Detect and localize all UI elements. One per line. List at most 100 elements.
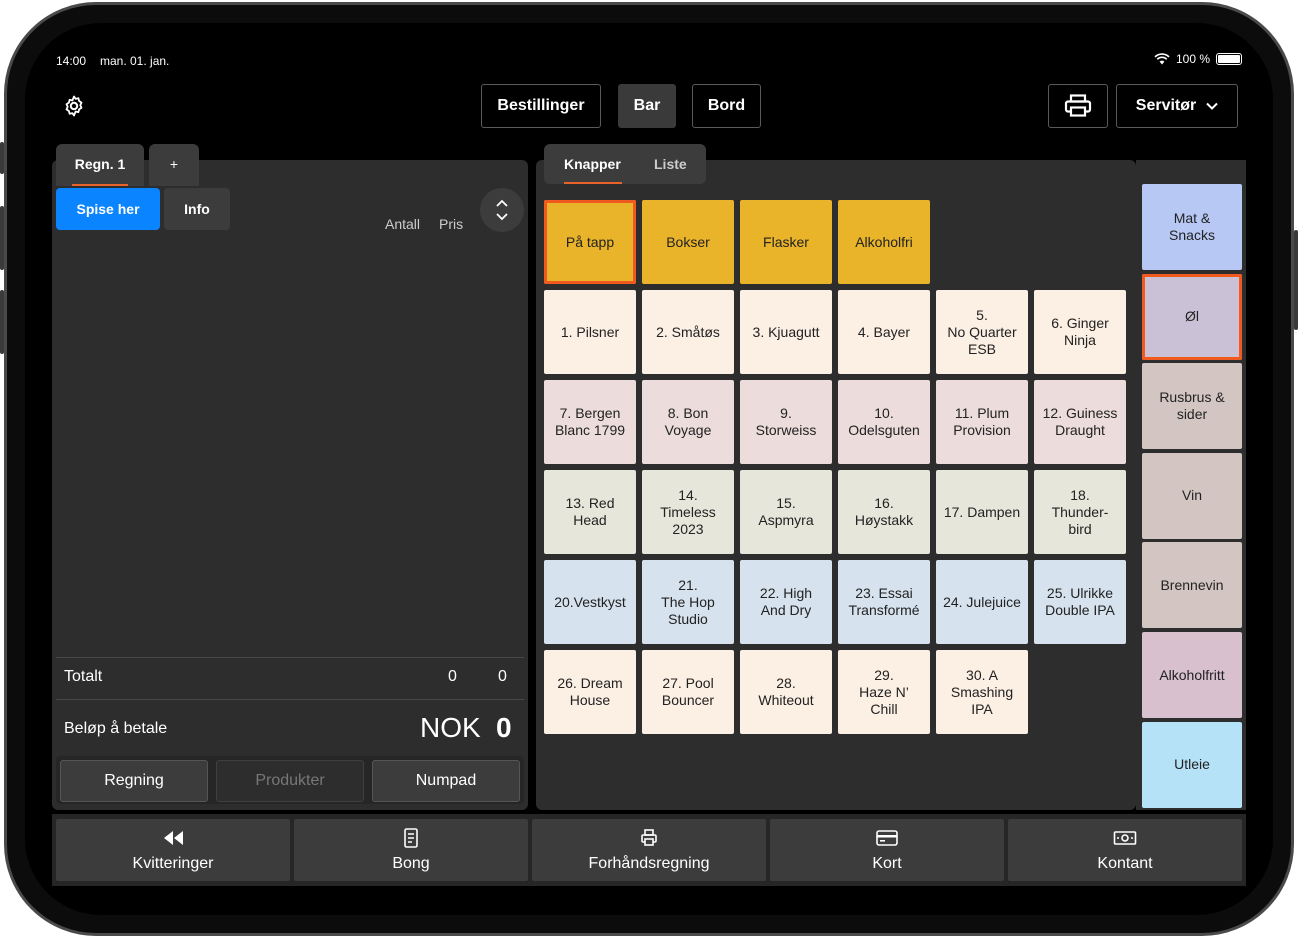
status-indicators: 100 % [1154,52,1242,66]
device-volume-down [0,290,4,354]
subcategory-button[interactable]: Flasker [740,200,832,284]
numpad-tab[interactable]: Numpad [372,760,520,802]
product-button[interactable]: 6. Ginger Ninja [1034,290,1126,374]
product-button[interactable]: 26. Dream House [544,650,636,734]
nav-bord[interactable]: Bord [692,84,761,128]
sort-chevrons-icon [496,199,508,221]
product-button[interactable]: 9. Storweiss [740,380,832,464]
product-button[interactable]: 1. Pilsner [544,290,636,374]
product-button[interactable]: 13. Red Head [544,470,636,554]
product-button[interactable]: 28. Whiteout [740,650,832,734]
device-side-button [0,142,4,174]
printer-icon [637,828,661,848]
amount-due-currency: NOK [420,712,481,743]
product-button[interactable]: 11. Plum Provision [936,380,1028,464]
product-button[interactable]: 25. Ulrikke Double IPA [1034,560,1126,644]
category-button[interactable]: Utleie [1142,721,1242,808]
product-button[interactable]: 22. High And Dry [740,560,832,644]
product-button[interactable]: 30. A Smashing IPA [936,650,1028,734]
info-button[interactable]: Info [164,188,230,230]
product-button[interactable]: 17. Dampen [936,470,1028,554]
amount-due-label: Beløp å betale [64,720,168,737]
add-bill-tab[interactable]: + [149,144,199,186]
product-button[interactable]: 10. Odelsguten [838,380,930,464]
nav-bestillinger[interactable]: Bestillinger [481,84,601,128]
product-button[interactable]: 8. Bon Voyage [642,380,734,464]
regning-tab[interactable]: Regning [60,760,208,802]
wifi-icon [1154,53,1170,65]
order-panel: Regn. 1 + Spise her Info Antall Pris Tot… [52,144,528,810]
product-button[interactable]: 5. No Quarter ESB [936,290,1028,374]
nav-bar[interactable]: Bar [618,84,676,128]
category-button[interactable]: Brennevin [1142,542,1242,629]
product-button[interactable]: 12. Guiness Draught [1034,380,1126,464]
card-icon [875,828,899,848]
product-button[interactable]: 21. The Hop Studio [642,560,734,644]
product-button[interactable]: 14. Timeless 2023 [642,470,734,554]
category-column: Mat & Snacks Øl Rusbrus & sider Vin Brennevi… [1136,160,1246,810]
product-button[interactable]: 3. Kjuagutt [740,290,832,374]
category-button[interactable]: Rusbrus & sider [1142,363,1242,450]
product-button[interactable]: 18. Thunder- bird [1034,470,1126,554]
action-button-kvitteringer[interactable]: Kvitteringer [56,819,290,881]
tab-liste[interactable]: Liste [654,156,687,172]
battery-icon [1216,53,1242,65]
category-button[interactable]: Vin [1142,452,1242,539]
product-button[interactable]: 20.Vestkyst [544,560,636,644]
printer-icon [1064,94,1092,117]
column-header-antall: Antall [385,216,421,232]
device-volume-up [0,206,4,270]
category-button[interactable]: Alkoholfritt [1142,632,1242,718]
category-button[interactable]: Mat & Snacks [1142,184,1242,270]
subcategory-button[interactable]: På tapp [544,200,636,284]
battery-percent: 100 % [1175,52,1210,66]
product-button[interactable]: 24. Julejuice [936,560,1028,644]
category-button[interactable]: Øl [1142,273,1242,360]
subcategory-button[interactable]: Alkoholfri [838,200,930,284]
action-button-bong[interactable]: Bong [294,819,528,881]
eat-here-button[interactable]: Spise her [56,188,160,230]
product-button[interactable]: 4. Bayer [838,290,930,374]
tab-regning-1-label: Regn. 1 [74,156,126,172]
order-bottom-tabs: Regning Produkter Numpad [56,756,524,804]
device-power-button [1294,230,1298,330]
receipt-icon [399,828,423,848]
product-panel: Knapper Liste På tapp Bokser Flasker Alkoho… [536,144,1136,810]
action-label: Kort [872,855,902,872]
total-quantity: 0 [448,668,457,685]
action-button-forhåndsregning[interactable]: Forhåndsregning [532,819,766,881]
tab-knapper[interactable]: Knapper [564,156,621,172]
app-screen: 14:00 man. 01. jan. 100 % Bestillinger B… [52,40,1246,886]
tab-active-indicator [564,182,622,184]
divider [56,699,524,700]
server-label: Servitør [1135,97,1197,114]
sort-button[interactable] [480,188,524,232]
action-label: Forhåndsregning [588,855,710,872]
action-label: Bong [392,855,430,872]
product-button[interactable]: 2. Småtøs [642,290,734,374]
tab-regning-1[interactable]: Regn. 1 [56,144,144,186]
rewind-icon [161,828,185,848]
product-button[interactable]: 27. Pool Bouncer [642,650,734,734]
product-button[interactable]: 15. Aspmyra [740,470,832,554]
product-button[interactable]: 7. Bergen Blanc 1799 [544,380,636,464]
product-button[interactable]: 29. Haze N’ Chill [838,650,930,734]
server-dropdown[interactable]: Servitør [1116,84,1238,128]
subcategory-button[interactable]: Bokser [642,200,734,284]
product-button[interactable]: 16. Høystakk [838,470,930,554]
total-price: 0 [498,668,507,685]
produkter-tab[interactable]: Produkter [216,760,364,802]
chevron-down-icon [1206,102,1218,110]
column-header-pris: Pris [439,216,464,232]
status-date: man. 01. jan. [100,54,170,68]
action-button-kort[interactable]: Kort [770,819,1004,881]
tab-active-indicator [72,184,128,186]
action-button-kontant[interactable]: Kontant [1008,819,1242,881]
total-label: Totalt [64,668,103,685]
gear-icon[interactable] [62,94,86,118]
view-mode-tabs: Knapper Liste [544,144,706,184]
product-grid: På tapp Bokser Flasker Alkoholfri 1. Pilsner… [544,200,1128,740]
payment-action-bar: Kvitteringer Bong Forhåndsregning Kort Konta… [52,814,1246,886]
product-button[interactable]: 23. Essai Transformé [838,560,930,644]
print-button[interactable] [1048,84,1108,128]
